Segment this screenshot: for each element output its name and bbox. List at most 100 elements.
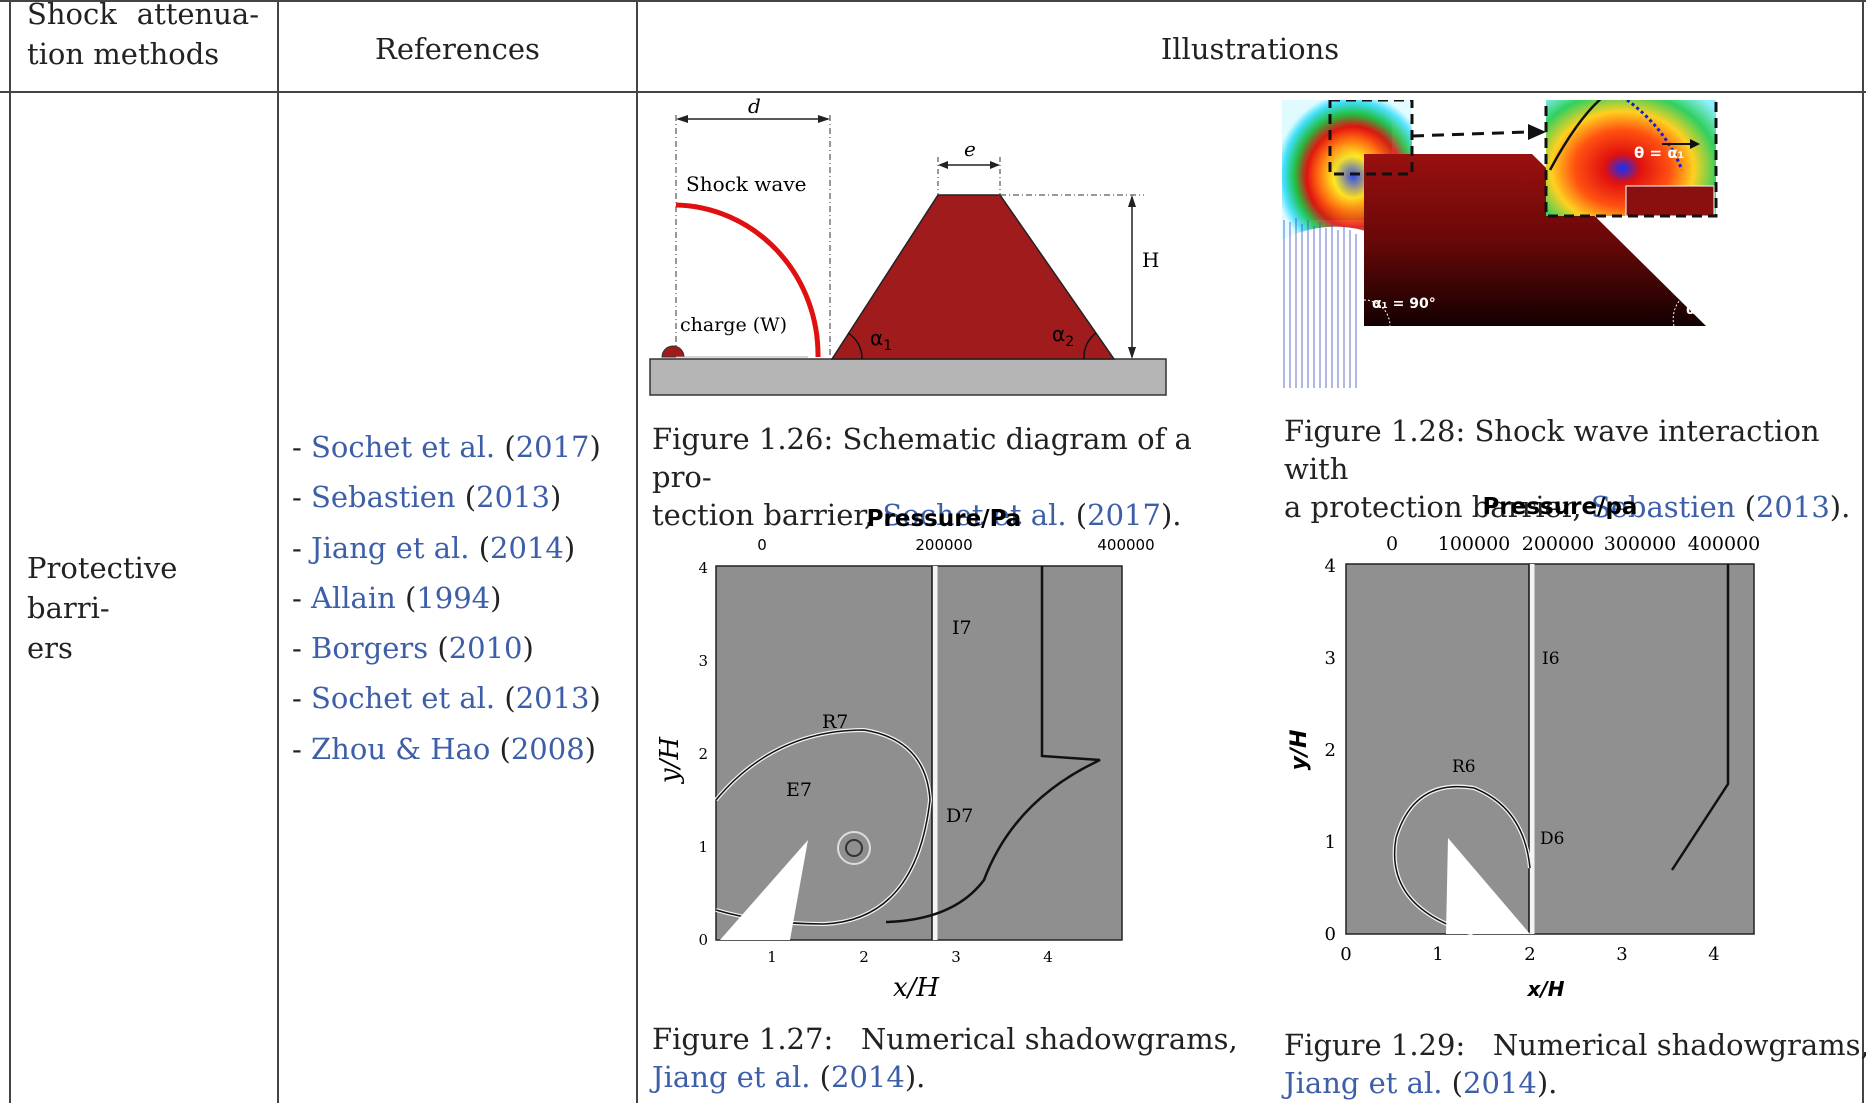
svg-text:0: 0 [1386, 533, 1398, 555]
col-rule-1 [277, 0, 279, 1103]
label-alpha1: α1 [870, 326, 892, 354]
figure-1-29-shadowgram: Pressure/pa 0 100000 200000 300000 40000… [1287, 494, 1761, 1001]
fig129-pressure-curve [1670, 564, 1730, 871]
fig129-annotation-R: R6 [1452, 757, 1476, 777]
fig129-ytick: 2 [1325, 740, 1336, 761]
fig129-xtick: 2 [1524, 944, 1535, 965]
caption-fig-1-27: Figure 1.27: Numerical shadowgrams, Jian… [652, 1022, 1238, 1094]
fig127-xtick: 3 [951, 948, 961, 966]
svg-text:400000: 400000 [1097, 536, 1154, 554]
caption-link-year[interactable]: 2013 [1755, 490, 1830, 524]
fig129-ytick: 4 [1325, 556, 1336, 577]
figure-1-26-schematic: d Shock wave charge (W) e H α1 α2 [649, 95, 1167, 396]
fig129-plot-area [1345, 563, 1755, 935]
header-col1-word2: attenua- [136, 0, 259, 31]
header-col1-line2: tion methods [27, 37, 220, 71]
zoom-box-inset [1544, 100, 1718, 218]
fig129-ytick: 3 [1325, 648, 1336, 669]
svg-text:200000: 200000 [915, 536, 972, 554]
fig127-ytick: 3 [698, 652, 708, 670]
reference-item[interactable]: - Sochet et al. (2017) [292, 430, 601, 464]
header-shock-attenuation: Shock attenua- tion methods [27, 0, 259, 74]
fig127-wedge [720, 840, 808, 940]
caption-fig-1-29: Figure 1.29: Numerical shadowgrams, Jian… [1284, 1028, 1866, 1100]
caption-link-year[interactable]: 2014 [1463, 1066, 1537, 1100]
fig127-xlabel: x/H [893, 973, 940, 1003]
barrier-gradient [1364, 154, 1706, 326]
label-shock-wave: Shock wave [686, 172, 806, 196]
reference-item[interactable]: - Zhou & Hao (2008) [292, 731, 596, 766]
zoom-box-left [1328, 100, 1414, 176]
method-line2: ers [27, 631, 73, 665]
ground-slab [649, 358, 1167, 396]
label-e: e [964, 137, 976, 161]
label-d: d [748, 95, 761, 118]
fig129-annotation-I: I6 [1542, 649, 1560, 669]
fig129-xlabel: x/H [1527, 977, 1565, 1001]
reference-item[interactable]: - Sebastien (2013) [292, 480, 562, 515]
fig129-ytick: 0 [1325, 924, 1336, 945]
fig129-ylabel: y/H [1287, 730, 1312, 771]
svg-text:100000: 100000 [1438, 533, 1511, 555]
charge-dome [661, 345, 685, 358]
fig127-ylabel: y/H [655, 736, 685, 784]
shock-wave-arc [675, 202, 821, 358]
fig129-xtick: 4 [1708, 944, 1719, 965]
reference-item[interactable]: - Borgers (2010) [292, 631, 534, 666]
fig129-xtick: 1 [1432, 944, 1443, 965]
figure-1-27-shadowgram: Pressure/Pa 0 200000 400000 0 1 2 3 4 1 … [655, 506, 1155, 1003]
caption-link-author[interactable]: Jiang et al. [1284, 1066, 1443, 1100]
fig127-xtick: 4 [1043, 948, 1053, 966]
method-cell: Protective barri- ers [27, 548, 259, 668]
fig127-pressure-curve [885, 566, 1101, 924]
fig127-ytick: 0 [698, 931, 708, 949]
fig129-wedge [1446, 838, 1530, 934]
fig127-annotation-R: R7 [822, 711, 848, 733]
svg-text:200000: 200000 [1522, 533, 1595, 555]
header-rule [0, 91, 1866, 93]
fig127-annotation-D: D7 [946, 805, 973, 827]
caption-link-author[interactable]: Jiang et al. [652, 1060, 811, 1094]
label-H: H [1142, 248, 1159, 272]
label-alpha1-90: α₁ = 90° [1372, 296, 1436, 312]
fig127-annotation-E: E7 [786, 779, 812, 801]
fig127-xtick: 2 [859, 948, 869, 966]
svg-text:0: 0 [757, 536, 767, 554]
caption-link-year[interactable]: 2017 [1087, 498, 1161, 532]
label-alpha2-45: α₂ = 45° [1686, 302, 1750, 318]
col-rule-right [1862, 0, 1864, 1103]
caption-fig-1-26: Figure 1.26: Schematic diagram of a pro-… [652, 422, 1192, 532]
references-list: - Sochet et al. (2017) - Sebastien (2013… [292, 422, 632, 774]
fig127-ytick: 2 [698, 745, 708, 763]
fig127-xtick: 1 [767, 948, 777, 966]
fig127-ytick: 4 [698, 559, 708, 577]
caption-link-author[interactable]: Sebastien [1590, 490, 1736, 524]
svg-text:400000: 400000 [1688, 533, 1761, 555]
fig127-annotation-I: I7 [952, 617, 972, 639]
reference-item[interactable]: - Allain (1994) [292, 580, 502, 615]
caption-link-year[interactable]: 2014 [831, 1060, 905, 1094]
scatter-region [1283, 218, 1357, 388]
fig127-top-title: Pressure/Pa [867, 506, 1022, 532]
fig127-ytick: 1 [698, 838, 708, 856]
reference-item[interactable]: - Jiang et al. (2014) [292, 530, 576, 565]
fig129-top-title: Pressure/pa [1483, 494, 1638, 520]
label-theta: θ = α₁ [1634, 144, 1684, 162]
label-charge: charge (W) [680, 314, 787, 336]
table-top-rule [0, 0, 1866, 2]
reference-item[interactable]: - Sochet et al. (2013) [292, 681, 601, 716]
fig129-xtick: 3 [1616, 944, 1627, 965]
fig129-xtick: 0 [1340, 944, 1351, 965]
header-col1-word1: Shock [27, 0, 117, 31]
caption-link-author[interactable]: Sochet et al. [882, 498, 1067, 532]
figure-1-28-cfd: θ = α₁ α₁ = 90° α₂ = 45° [1282, 100, 1750, 388]
label-alpha2: α2 [1052, 322, 1074, 350]
caption-fig-1-28: Figure 1.28: Shock wave interaction with… [1284, 414, 1851, 524]
header-references: References [375, 32, 540, 66]
method-line1: Protective barri- [27, 551, 178, 625]
fig129-ytick: 1 [1325, 832, 1336, 853]
header-illustrations: Illustrations [1160, 32, 1340, 66]
svg-text:300000: 300000 [1604, 533, 1677, 555]
col-rule-left [9, 0, 11, 1103]
fig129-annotation-D: D6 [1540, 829, 1564, 849]
